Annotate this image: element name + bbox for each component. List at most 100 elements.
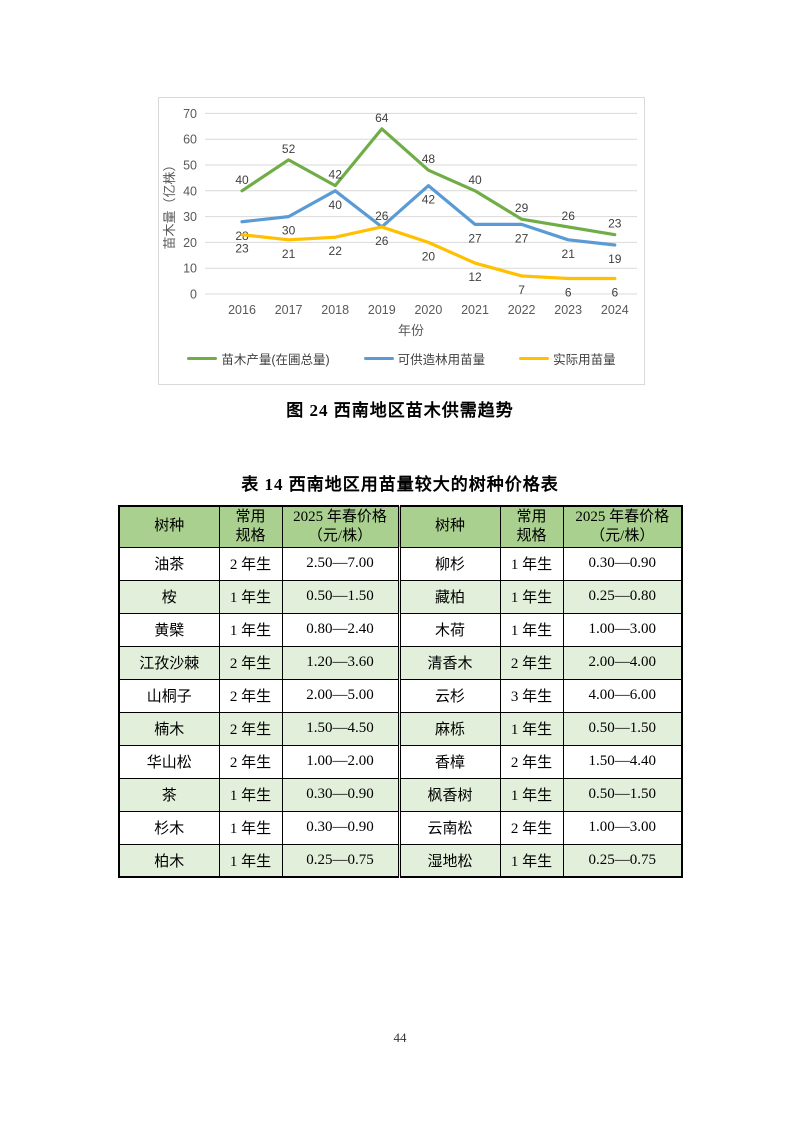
table-cell: 0.25—0.75 (562, 843, 683, 878)
page-number: 44 (393, 1030, 407, 1045)
x-tick-label: 2020 (414, 303, 442, 317)
header-spec-right: 常用 规格 (499, 505, 564, 548)
table-cell: 华山松 (118, 744, 220, 779)
data-label: 40 (468, 173, 482, 187)
table-cell: 1 年生 (218, 810, 283, 845)
table-cell: 2 年生 (218, 678, 283, 713)
data-label: 22 (329, 244, 343, 258)
table-cell: 黄檗 (118, 612, 220, 647)
y-tick-label: 30 (183, 210, 197, 224)
data-label: 26 (375, 234, 389, 248)
legend-item: 可供造林用苗量 (363, 349, 485, 368)
table-cell: 0.25—0.75 (281, 843, 400, 878)
x-tick-label: 2021 (461, 303, 489, 317)
table-caption: 表 14 西南地区用苗量较大的树种价格表 (241, 475, 559, 494)
table-row: 黄檗 1 年生 0.80—2.40 木荷 1 年生 1.00—3.00 (118, 612, 683, 647)
table-cell: 2.50—7.00 (281, 546, 400, 581)
table-cell: 云南松 (397, 810, 501, 845)
table-cell: 柏木 (118, 843, 220, 878)
data-label: 42 (422, 193, 436, 207)
table-cell: 0.30—0.90 (281, 810, 400, 845)
header-spec-left: 常用 规格 (218, 505, 283, 548)
table-cell: 江孜沙棘 (118, 645, 220, 680)
y-tick-label: 50 (183, 159, 197, 173)
data-label: 21 (562, 247, 576, 261)
table-cell: 2 年生 (499, 744, 564, 779)
table-row: 楠木 2 年生 1.50—4.50 麻栎 1 年生 0.50—1.50 (118, 711, 683, 746)
table-row: 山桐子 2 年生 2.00—5.00 云杉 3 年生 4.00—6.00 (118, 678, 683, 713)
data-label: 27 (468, 231, 482, 245)
y-tick-label: 10 (183, 262, 197, 276)
table-cell: 0.30—0.90 (562, 546, 683, 581)
data-label: 6 (611, 286, 618, 300)
legend-line-swatch (363, 356, 394, 361)
data-label: 20 (422, 249, 436, 263)
table-cell: 1.50—4.40 (562, 744, 683, 779)
series-line (240, 225, 617, 281)
table-cell: 1 年生 (499, 843, 564, 878)
table-cell: 1.00—3.00 (562, 612, 683, 647)
table-cell: 木荷 (397, 612, 501, 647)
data-label: 26 (375, 209, 389, 223)
table-cell: 1 年生 (499, 711, 564, 746)
y-tick-label: 60 (183, 133, 197, 147)
table-cell: 1 年生 (218, 579, 283, 614)
figure-caption: 图 24 西南地区苗木供需趋势 (286, 401, 514, 420)
table-cell: 杉木 (118, 810, 220, 845)
table-cell: 4.00—6.00 (562, 678, 683, 713)
table-cell: 1 年生 (218, 843, 283, 878)
table-cell: 2 年生 (499, 645, 564, 680)
table-cell: 2.00—4.00 (562, 645, 683, 680)
x-tick-label: 2023 (554, 303, 582, 317)
y-tick-label: 70 (183, 107, 197, 121)
table-row: 杉木 1 年生 0.30—0.90 云南松 2 年生 1.00—3.00 (118, 810, 683, 845)
legend-line-swatch (187, 356, 218, 361)
table-cell: 2.00—5.00 (281, 678, 400, 713)
species-price-table: 树种 常用 规格 2025 年春价格 （元/株） 树种 常用 规格 2025 年… (118, 505, 683, 878)
table-cell: 1 年生 (499, 579, 564, 614)
table-cell: 2 年生 (218, 744, 283, 779)
table-cell: 1 年生 (499, 612, 564, 647)
table-cell: 桉 (118, 579, 220, 614)
data-label: 23 (608, 217, 622, 231)
table-cell: 2 年生 (218, 546, 283, 581)
table-cell: 柳杉 (397, 546, 501, 581)
data-label: 23 (235, 242, 249, 256)
data-label: 48 (422, 152, 436, 166)
table-cell: 0.50—1.50 (562, 711, 683, 746)
legend-label: 实际用苗量 (553, 353, 616, 367)
table-cell: 枫香树 (397, 777, 501, 812)
table-row: 柏木 1 年生 0.25—0.75 湿地松 1 年生 0.25—0.75 (118, 843, 683, 878)
x-tick-label: 2016 (228, 303, 256, 317)
table-cell: 3 年生 (499, 678, 564, 713)
y-tick-label: 40 (183, 184, 197, 198)
table-cell: 麻栎 (397, 711, 501, 746)
table-row: 华山松 2 年生 1.00—2.00 香樟 2 年生 1.50—4.40 (118, 744, 683, 779)
table-cell: 藏柏 (397, 579, 501, 614)
x-tick-label: 2018 (321, 303, 349, 317)
chart-legend: 苗木产量(在圃总量) 可供造林用苗量 实际用苗量 (159, 349, 644, 368)
data-label: 21 (282, 247, 296, 261)
data-label: 19 (608, 252, 622, 266)
table-cell: 0.50—1.50 (281, 579, 400, 614)
x-tick-label: 2022 (508, 303, 536, 317)
table-cell: 云杉 (397, 678, 501, 713)
x-axis-title: 年份 (398, 323, 424, 338)
data-label: 29 (515, 201, 529, 215)
table-cell: 湿地松 (397, 843, 501, 878)
header-species-right: 树种 (397, 505, 501, 548)
header-species-left: 树种 (118, 505, 220, 548)
series-line (240, 184, 617, 247)
data-label: 6 (565, 286, 572, 300)
data-label: 40 (235, 173, 249, 187)
table-cell: 2 年生 (218, 645, 283, 680)
table-cell: 1.00—2.00 (281, 744, 400, 779)
data-label: 27 (515, 231, 529, 245)
legend-item: 苗木产量(在圃总量) (187, 349, 330, 368)
data-label: 26 (562, 209, 576, 223)
legend-line-swatch (519, 356, 550, 361)
legend-label: 苗木产量(在圃总量) (221, 353, 330, 367)
figure-24-chart-frame: 0 10 20 30 40 50 60 70 2016 2017 2018 2019 2020 2021 2… (158, 97, 645, 385)
